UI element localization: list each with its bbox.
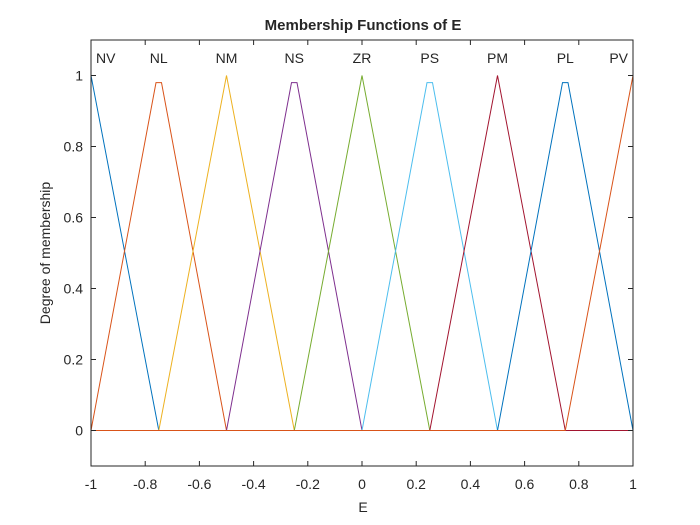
y-axis-label: Degree of membership [37, 182, 53, 325]
x-axis: -1 -0.8 -0.6 -0.4 -0.2 0 0.2 0.4 0.6 0.8 1 [85, 40, 637, 492]
series-line-nm [91, 75, 633, 431]
axes-box [90, 39, 634, 467]
x-tick-label: -0.6 [187, 476, 211, 492]
mf-label-nv: NV [96, 50, 116, 66]
y-tick-label: 0 [75, 423, 83, 439]
mf-label-pl: PL [557, 50, 574, 66]
mf-label-ns: NS [285, 50, 304, 66]
y-tick-label: 1 [75, 68, 83, 84]
x-tick-label: 0.8 [569, 476, 589, 492]
mf-label-pm: PM [487, 50, 508, 66]
series-line-nv [90, 75, 633, 431]
x-tick-label: -0.4 [242, 476, 266, 492]
x-tick-label: 0.4 [461, 476, 481, 492]
series-line-ps [91, 82, 633, 431]
x-tick-label: -0.2 [296, 476, 320, 492]
mf-label-nl: NL [150, 50, 168, 66]
series-line-nl [90, 82, 633, 431]
series-line-pm [91, 75, 633, 431]
series-line-pv [91, 75, 634, 431]
y-tick-label: 0.2 [64, 352, 84, 368]
y-tick-label: 0.4 [64, 281, 84, 297]
mf-label-ps: PS [420, 50, 439, 66]
mf-label-nm: NM [216, 50, 238, 66]
x-tick-label: 0.2 [406, 476, 426, 492]
mf-label-pv: PV [609, 50, 628, 66]
mf-labels: NV NL NM NS ZR PS PM PL PV [96, 50, 629, 66]
x-tick-label: -0.8 [133, 476, 157, 492]
x-tick-label: -1 [85, 476, 98, 492]
mf-label-zr: ZR [353, 50, 372, 66]
x-tick-label: 0 [358, 476, 366, 492]
x-axis-label: E [358, 499, 367, 515]
chart-title: Membership Functions of E [265, 17, 462, 34]
series-line-zr [91, 75, 633, 431]
y-tick-label: 0.8 [64, 139, 84, 155]
x-tick-label: 0.6 [515, 476, 535, 492]
series-line-ns [91, 82, 633, 431]
series-line-pl [91, 82, 634, 431]
y-axis: 0 0.2 0.4 0.6 0.8 1 [64, 68, 633, 439]
y-tick-label: 0.6 [64, 210, 84, 226]
x-tick-label: 1 [629, 476, 637, 492]
plot-area [90, 75, 634, 431]
